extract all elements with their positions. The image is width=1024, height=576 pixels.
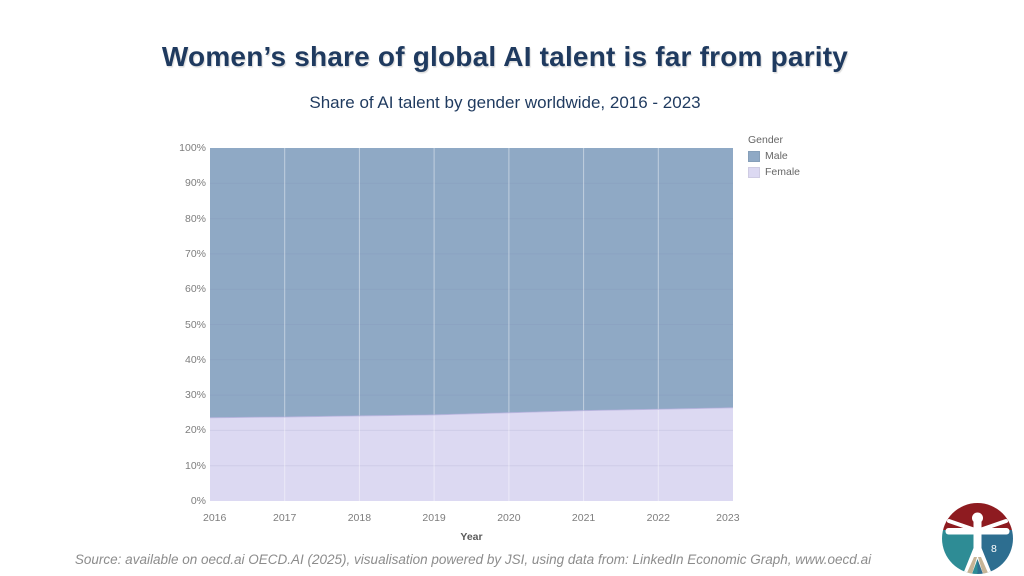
stacked-area-chart	[210, 148, 733, 501]
legend-title: Gender	[748, 134, 784, 146]
chart-subtitle: Share of AI talent by gender worldwide, …	[309, 93, 701, 112]
y-tick-label: 30%	[184, 389, 206, 402]
slide-title: Women’s share of global AI talent is far…	[161, 41, 849, 72]
y-tick-label: 20%	[184, 424, 206, 437]
legend-label: Female	[765, 166, 801, 178]
legend: Gender Male Female	[748, 134, 800, 182]
y-tick-label: 90%	[184, 177, 206, 190]
x-axis: 2016 2017 2018 2019 2020 2021 2022 2023	[203, 512, 740, 526]
legend-swatch-female	[748, 166, 760, 178]
legend-items: Male Female	[748, 150, 800, 178]
legend-item-female: Female	[748, 166, 800, 178]
y-tick-label: 10%	[184, 459, 206, 472]
plot-area	[210, 148, 733, 501]
x-axis-title: Year	[460, 531, 483, 543]
ircai-vitruvian-logo: 8	[942, 503, 1013, 574]
x-tick-label: 2019	[422, 512, 446, 524]
x-tick-label: 2020	[497, 512, 521, 524]
page-number: 8	[991, 543, 997, 555]
y-tick-label: 40%	[184, 353, 206, 366]
area-female	[210, 407, 733, 501]
legend-label: Male	[765, 150, 788, 162]
y-tick-label: 0%	[190, 495, 206, 507]
x-tick-label: 2017	[273, 512, 297, 524]
vitruvian-man-icon	[942, 503, 1013, 574]
legend-swatch-male	[748, 150, 760, 162]
x-tick-label: 2023	[716, 512, 740, 524]
source-text: Source: available on oecd.ai OECD.AI (20…	[74, 552, 872, 567]
area-male	[210, 148, 733, 418]
y-tick-label: 70%	[184, 247, 206, 260]
y-tick-label: 100%	[179, 142, 206, 154]
y-tick-label: 60%	[184, 283, 206, 296]
legend-item-male: Male	[748, 150, 800, 162]
x-tick-label: 2018	[347, 512, 372, 524]
series-boundary-line	[210, 407, 733, 419]
x-tick-label: 2021	[571, 512, 596, 524]
y-tick-label: 80%	[184, 212, 206, 225]
y-axis: 0% 10% 20% 30% 40% 50% 60% 70% 80% 90% 100%	[150, 142, 206, 507]
x-tick-label: 2022	[646, 512, 670, 524]
x-tick-label: 2016	[202, 512, 227, 524]
y-tick-label: 50%	[184, 318, 206, 331]
